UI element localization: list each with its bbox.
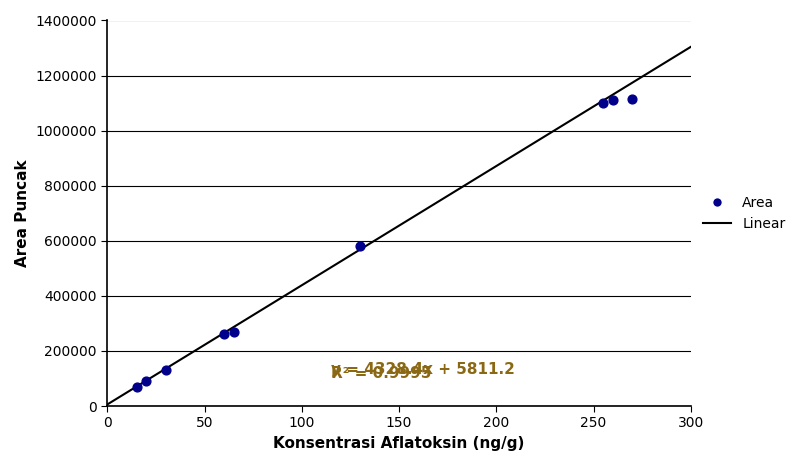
Linear [631, 77, 641, 83]
Linear [102, 402, 112, 407]
Area [607, 96, 620, 104]
Area [139, 377, 152, 385]
Linear [459, 183, 469, 188]
Linear [686, 44, 696, 50]
Area [160, 366, 172, 374]
Area [218, 331, 231, 338]
Legend: Area, Linear: Area, Linear [698, 190, 791, 236]
Text: R² = 0.9995: R² = 0.9995 [331, 366, 431, 382]
Linear [105, 400, 114, 406]
X-axis label: Konsentrasi Aflatoksin (ng/g): Konsentrasi Aflatoksin (ng/g) [273, 436, 525, 451]
Y-axis label: Area Puncak: Area Puncak [15, 159, 30, 267]
Area [130, 383, 143, 391]
Area [626, 95, 639, 103]
Area [227, 328, 240, 336]
Text: y = 4328.4x + 5811.2: y = 4328.4x + 5811.2 [331, 362, 515, 377]
Area [354, 243, 367, 250]
Area [596, 99, 609, 107]
Linear [594, 100, 604, 106]
Linear [448, 190, 458, 196]
Line: Linear: Linear [107, 47, 691, 404]
Linear [450, 189, 459, 194]
